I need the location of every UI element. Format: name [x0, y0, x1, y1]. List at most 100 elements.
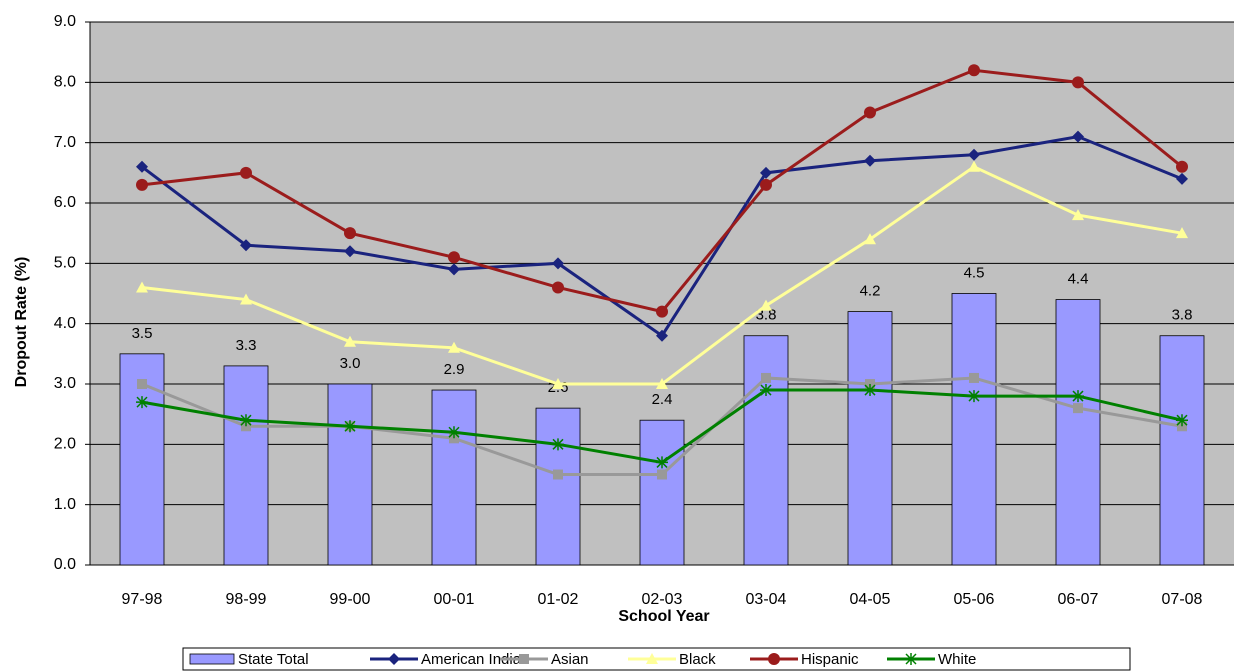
- marker: [1176, 414, 1188, 427]
- marker: [344, 227, 356, 240]
- data-label: 4.4: [1068, 271, 1089, 288]
- marker: [1177, 421, 1187, 432]
- marker: [905, 653, 917, 665]
- marker: [646, 653, 658, 664]
- marker: [968, 160, 980, 172]
- y-tick-label: 2.0: [54, 436, 76, 453]
- marker: [968, 148, 980, 161]
- marker: [240, 293, 252, 305]
- bar: [1159, 335, 1205, 566]
- marker: [1176, 172, 1188, 185]
- marker: [552, 257, 564, 270]
- marker: [344, 420, 356, 433]
- data-label: 3.3: [236, 337, 257, 354]
- marker: [344, 335, 356, 347]
- legend-swatch: [189, 653, 235, 665]
- marker: [864, 384, 876, 397]
- marker: [760, 384, 772, 397]
- x-tick-label: 02-03: [642, 591, 683, 608]
- y-tick-label: 9.0: [54, 13, 76, 30]
- marker: [864, 233, 876, 245]
- marker: [448, 251, 460, 264]
- marker: [449, 433, 459, 444]
- legend-label: Asian: [551, 651, 589, 668]
- y-tick-label: 4.0: [54, 315, 76, 332]
- marker: [968, 390, 980, 403]
- marker: [448, 341, 460, 353]
- x-tick-label: 06-07: [1058, 591, 1099, 608]
- marker: [1072, 390, 1084, 403]
- legend-label: American Indian: [421, 651, 529, 668]
- legend-label: Hispanic: [801, 651, 859, 668]
- marker: [760, 166, 772, 179]
- marker: [344, 245, 356, 258]
- marker: [1072, 76, 1084, 89]
- marker: [241, 421, 251, 432]
- marker: [969, 372, 979, 383]
- marker: [552, 438, 564, 451]
- data-label: 3.5: [132, 325, 153, 342]
- bar: [327, 383, 373, 566]
- marker: [240, 166, 252, 179]
- marker: [519, 654, 529, 664]
- bar: [847, 311, 893, 566]
- x-tick-label: 98-99: [226, 591, 267, 608]
- data-label: 4.2: [860, 283, 881, 300]
- marker: [136, 281, 148, 293]
- marker: [1072, 209, 1084, 221]
- marker: [552, 281, 564, 294]
- bar: [1055, 299, 1101, 566]
- bar: [223, 365, 269, 566]
- marker: [760, 299, 772, 311]
- marker: [552, 378, 564, 389]
- data-label: 2.4: [652, 391, 673, 408]
- marker: [388, 653, 400, 665]
- y-tick-label: 0.0: [54, 556, 76, 573]
- marker: [1073, 403, 1083, 414]
- marker: [968, 64, 980, 77]
- marker: [136, 160, 148, 173]
- y-tick-label: 6.0: [54, 194, 76, 211]
- marker: [760, 178, 772, 191]
- marker: [240, 414, 252, 427]
- data-label: 2.9: [444, 361, 465, 378]
- x-tick-label: 97-98: [122, 591, 163, 608]
- marker: [1072, 130, 1084, 143]
- y-tick-label: 1.0: [54, 496, 76, 513]
- bar: [639, 419, 685, 566]
- y-tick-label: 7.0: [54, 134, 76, 151]
- legend-label: White: [938, 651, 976, 668]
- data-label: 3.8: [1172, 307, 1193, 324]
- marker: [865, 379, 875, 389]
- y-tick-label: 8.0: [54, 74, 76, 91]
- y-axis-title: Dropout Rate (%): [13, 257, 30, 388]
- x-tick-label: 04-05: [850, 591, 891, 608]
- marker: [656, 456, 668, 469]
- marker: [136, 178, 148, 191]
- legend-label: Black: [679, 651, 716, 668]
- marker: [136, 396, 148, 409]
- marker: [553, 469, 563, 480]
- marker: [448, 263, 460, 276]
- marker: [656, 305, 668, 318]
- x-tick-label: 99-00: [330, 591, 371, 608]
- bar: [951, 293, 997, 566]
- marker: [448, 426, 460, 439]
- data-label: 3.0: [340, 355, 361, 372]
- marker: [1176, 160, 1188, 173]
- x-tick-label: 01-02: [538, 591, 579, 608]
- marker: [656, 378, 668, 389]
- legend-label: State Total: [238, 651, 309, 668]
- data-label: 4.5: [964, 264, 985, 281]
- x-tick-label: 00-01: [434, 591, 475, 608]
- x-tick-label: 03-04: [746, 591, 787, 608]
- x-tick-label: 07-08: [1162, 591, 1203, 608]
- marker: [864, 154, 876, 167]
- marker: [768, 653, 780, 665]
- marker: [656, 329, 668, 342]
- marker: [864, 106, 876, 119]
- bar: [431, 389, 477, 566]
- x-axis-title: School Year: [618, 608, 709, 625]
